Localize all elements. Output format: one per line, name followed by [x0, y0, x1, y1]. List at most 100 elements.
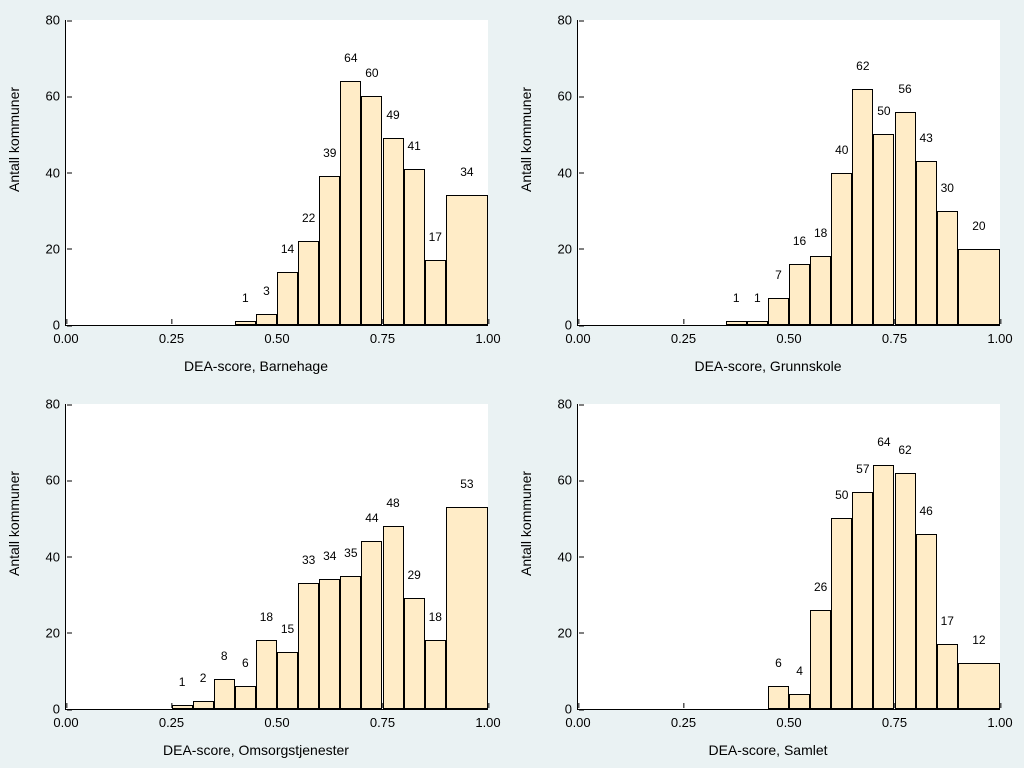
x-tick: 0.75: [370, 709, 395, 730]
bar-value-label: 44: [365, 511, 378, 525]
y-tick: 80: [46, 397, 66, 412]
bar-value-label: 8: [221, 649, 228, 663]
histogram-bar: [361, 541, 382, 709]
bar-value-label: 7: [775, 268, 782, 282]
x-tick: 0.50: [776, 709, 801, 730]
histogram-bar: [810, 256, 831, 325]
plot-area: 0204060800.000.250.500.751.0013142239646…: [65, 20, 488, 326]
histogram-bar: [340, 81, 361, 325]
histogram-bar: [172, 705, 193, 709]
bar-value-label: 41: [407, 139, 420, 153]
bar-value-label: 29: [407, 568, 420, 582]
bar-value-label: 30: [941, 181, 954, 195]
y-axis-label: Antall kommuner: [6, 87, 22, 192]
bar-value-label: 43: [919, 131, 932, 145]
histogram-bar: [214, 679, 235, 710]
bar-value-label: 35: [344, 546, 357, 560]
histogram-bar: [916, 161, 937, 325]
bar-value-label: 64: [344, 51, 357, 65]
bar-value-label: 17: [941, 614, 954, 628]
bar-value-label: 26: [814, 580, 827, 594]
histogram-bar: [747, 321, 768, 325]
x-tick: 0.50: [776, 325, 801, 346]
bar-value-label: 1: [733, 291, 740, 305]
histogram-bar: [425, 640, 446, 709]
histogram-bar: [873, 134, 894, 325]
histogram-bar: [446, 195, 488, 325]
histogram-bar: [873, 465, 894, 709]
bar-value-label: 18: [429, 610, 442, 624]
bar-value-label: 48: [386, 496, 399, 510]
histogram-bar: [916, 534, 937, 709]
chart-panel: Antall kommunerDEA-score, Grunnskole0204…: [512, 0, 1024, 384]
bar-value-label: 4: [796, 664, 803, 678]
histogram-bar: [340, 576, 361, 709]
histogram-bar: [831, 518, 852, 709]
bar-value-label: 1: [179, 675, 186, 689]
histogram-bar: [895, 112, 916, 326]
y-tick: 80: [46, 13, 66, 28]
histogram-bar: [235, 321, 256, 325]
bar-value-label: 33: [302, 553, 315, 567]
y-tick: 20: [46, 625, 66, 640]
y-tick: 60: [558, 473, 578, 488]
y-tick: 40: [46, 549, 66, 564]
bar-value-label: 2: [200, 671, 207, 685]
x-tick: 1.00: [475, 325, 500, 346]
histogram-bar: [319, 176, 340, 325]
bar-value-label: 1: [754, 291, 761, 305]
y-axis-label: Antall kommuner: [518, 471, 534, 576]
bar-value-label: 18: [814, 226, 827, 240]
plot-area: 0204060800.000.250.500.751.0012861815333…: [65, 404, 488, 710]
bar-value-label: 62: [898, 443, 911, 457]
y-tick: 60: [46, 473, 66, 488]
x-axis-label: DEA-score, Omsorgstjenester: [163, 742, 349, 758]
bar-value-label: 53: [460, 477, 473, 491]
bar-value-label: 40: [835, 143, 848, 157]
histogram-bar: [404, 169, 425, 325]
bar-value-label: 34: [460, 165, 473, 179]
histogram-bar: [425, 260, 446, 325]
x-tick: 0.25: [671, 709, 696, 730]
bar-value-label: 20: [972, 219, 985, 233]
x-tick: 0.25: [159, 709, 184, 730]
x-tick: 0.25: [159, 325, 184, 346]
y-tick: 80: [558, 397, 578, 412]
x-axis-label: DEA-score, Barnehage: [184, 358, 328, 374]
bar-value-label: 6: [775, 656, 782, 670]
bar-value-label: 6: [242, 656, 249, 670]
bar-value-label: 1: [242, 291, 249, 305]
histogram-bar: [446, 507, 488, 709]
chart-panel: Antall kommuner DEA-score, Barnehage 02040…: [0, 0, 512, 384]
x-tick: 0.00: [53, 325, 78, 346]
bar-value-label: 64: [877, 435, 890, 449]
x-tick: 0.00: [53, 709, 78, 730]
histogram-bar: [404, 598, 425, 709]
bar-value-label: 60: [365, 66, 378, 80]
x-axis-label: DEA-score, Grunnskole: [694, 358, 841, 374]
bar-value-label: 57: [856, 462, 869, 476]
histogram-bar: [277, 272, 298, 325]
histogram-bar: [383, 526, 404, 709]
plot-area: 0204060800.000.250.500.751.0064265057646…: [577, 404, 1000, 710]
histogram-bar: [958, 249, 1000, 325]
histogram-bar: [277, 652, 298, 709]
x-tick: 0.50: [264, 325, 289, 346]
histogram-bar: [789, 264, 810, 325]
bar-value-label: 34: [323, 549, 336, 563]
histogram-bar: [726, 321, 747, 325]
histogram-bar: [789, 694, 810, 709]
bar-value-label: 46: [919, 504, 932, 518]
chart-panel: Antall kommunerDEA-score, Omsorgstjenest…: [0, 384, 512, 768]
bar-value-label: 50: [877, 104, 890, 118]
x-tick: 0.25: [671, 325, 696, 346]
chart-panel: Antall kommunerDEA-score, Samlet02040608…: [512, 384, 1024, 768]
y-tick: 60: [46, 89, 66, 104]
histogram-bar: [383, 138, 404, 325]
x-tick: 0.00: [565, 709, 590, 730]
histogram-bar: [298, 583, 319, 709]
y-tick: 80: [558, 13, 578, 28]
x-tick: 0.75: [370, 325, 395, 346]
histogram-bar: [298, 241, 319, 325]
histogram-bar: [256, 314, 277, 325]
